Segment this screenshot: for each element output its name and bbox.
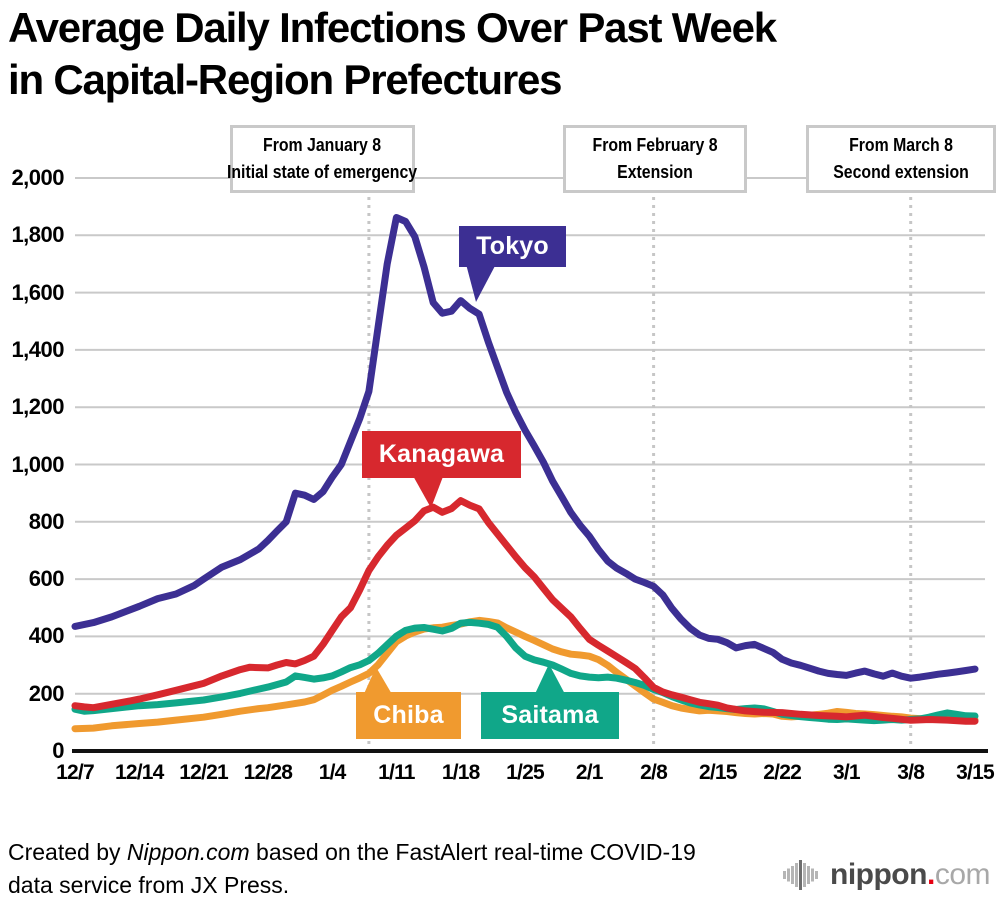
- logo-tld: com: [934, 858, 991, 891]
- x-tick-label: 3/1: [833, 761, 861, 784]
- annotation-feb8-text: From February 8 Extension: [592, 132, 717, 186]
- x-tick-label: 1/18: [441, 761, 480, 784]
- logo-wordmark: nippon.com: [830, 858, 991, 891]
- source-suffix: based on the FastAlert real-time COVID-1…: [249, 839, 696, 865]
- annotation-feb8-line1: From February 8: [592, 135, 718, 155]
- y-tick-label: 1,400: [11, 336, 64, 362]
- y-tick-label: 400: [28, 623, 65, 649]
- annotation-mar8-line2: Second extension: [833, 162, 969, 182]
- y-tick-label: 1,000: [11, 451, 64, 477]
- annotation-mar8-text: From March 8 Second extension: [833, 132, 969, 186]
- annotation-mar8-second-extension: From March 8 Second extension: [806, 125, 996, 193]
- source-note: Created by Nippon.com based on the FastA…: [8, 836, 696, 901]
- annotation-feb8-line2: Extension: [617, 162, 693, 182]
- source-site-name: Nippon.com: [126, 839, 250, 865]
- title-line-1: Average Daily Infections Over Past Week: [8, 4, 777, 51]
- y-axis-labels: 0 200 400 600 800 1,000 1,200 1,400 1,600 1,800 2,…: [0, 0, 68, 902]
- page-title: Average Daily Infections Over Past Week …: [8, 2, 777, 106]
- soundwave-icon: [783, 860, 818, 890]
- x-tick-label: 12/14: [115, 761, 164, 784]
- x-tick-label: 2/1: [575, 761, 604, 784]
- annotation-mar8-line1: From March 8: [849, 135, 953, 155]
- x-tick-label: 1/11: [378, 761, 415, 784]
- x-tick-label: 1/25: [506, 761, 544, 784]
- x-tick-label: 3/15: [956, 761, 994, 784]
- series-label-tokyo-text: Tokyo: [476, 232, 549, 260]
- logo-word: nippon: [830, 858, 927, 891]
- x-tick-label: 1/4: [318, 761, 347, 784]
- annotation-jan8-text: From January 8 Initial state of emergenc…: [227, 132, 417, 186]
- x-tick-label: 3/8: [897, 761, 925, 784]
- y-tick-label: 800: [28, 508, 65, 534]
- y-tick-label: 0: [52, 738, 64, 763]
- y-tick-label: 2,000: [11, 165, 64, 190]
- nippon-com-logo: nippon.com: [783, 858, 991, 892]
- x-tick-label: 12/21: [179, 761, 228, 784]
- series-label-saitama: Saitama: [481, 692, 619, 739]
- x-tick-label: 2/22: [763, 761, 801, 784]
- annotation-feb8-extension: From February 8 Extension: [563, 125, 747, 193]
- source-prefix: Created by: [8, 839, 127, 865]
- x-tick-label: 12/28: [243, 761, 293, 784]
- series-label-kanagawa: Kanagawa: [362, 431, 521, 478]
- y-tick-label: 1,600: [11, 279, 64, 305]
- x-tick-label: 2/8: [640, 761, 668, 784]
- annotation-jan8-line2: Initial state of emergency: [227, 162, 418, 182]
- source-line-1: Created by Nippon.com based on the FastA…: [8, 836, 696, 869]
- series-label-chiba-text: Chiba: [373, 701, 444, 729]
- x-tick-label: 2/15: [699, 761, 737, 784]
- y-tick-label: 1,800: [11, 222, 64, 248]
- source-line-2: data service from JX Press.: [8, 871, 290, 898]
- y-tick-label: 200: [28, 680, 65, 706]
- logo-dot: .: [926, 858, 935, 891]
- x-axis-labels: 12/7 12/14 12/21 12/28 1/4 1/11 1/18 1/25 2/1 2/8…: [0, 761, 1000, 791]
- series-label-kanagawa-text: Kanagawa: [378, 440, 505, 468]
- annotation-jan8-line1: From January 8: [263, 135, 382, 155]
- series-label-tokyo: Tokyo: [459, 226, 566, 267]
- y-tick-label: 600: [28, 566, 65, 592]
- y-tick-label: 1,200: [11, 394, 64, 420]
- annotation-jan8-emergency: From January 8 Initial state of emergenc…: [227, 125, 418, 193]
- series-label-saitama-text: Saitama: [501, 701, 599, 729]
- series-label-chiba: Chiba: [356, 692, 461, 739]
- title-line-2: in Capital-Region Prefectures: [8, 56, 563, 104]
- x-tick-label: 12/7: [56, 761, 94, 784]
